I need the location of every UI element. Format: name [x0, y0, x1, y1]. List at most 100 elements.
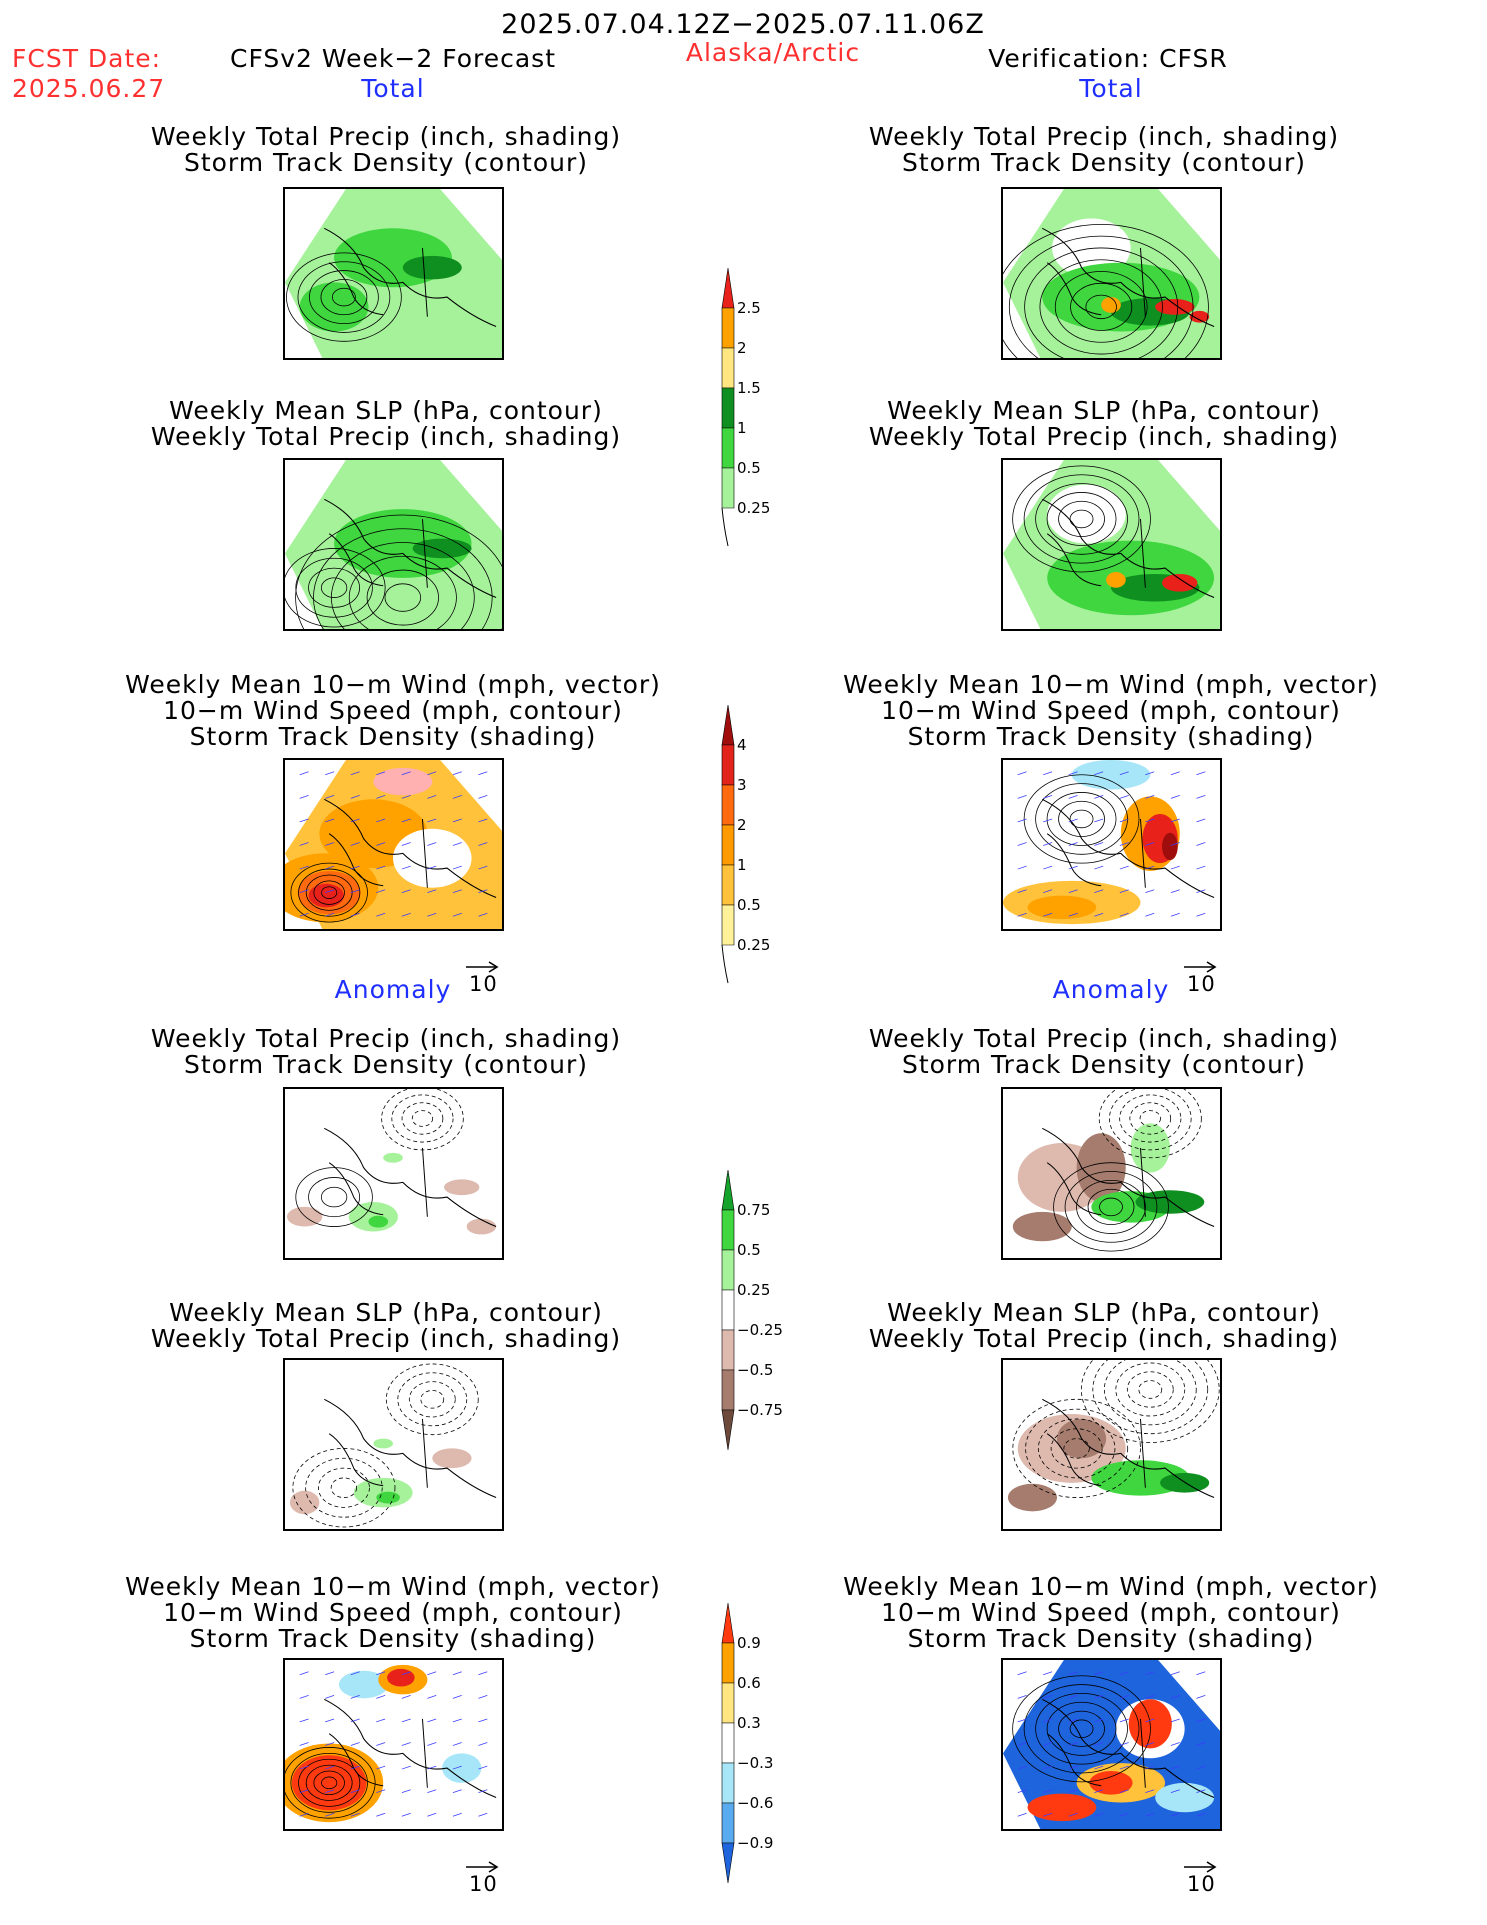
caption-l2: Weekly Mean SLP (hPa, contour) Weekly Tot… — [150, 396, 622, 451]
caption-l1: Weekly Total Precip (inch, shading) Storm… — [150, 122, 622, 177]
map-graphic — [285, 1089, 502, 1258]
colorbar-segment — [721, 347, 735, 389]
map-total-precip-storm-forecast — [283, 187, 504, 360]
colorbar-tip-top — [721, 1169, 735, 1211]
colorbar-tip-bottom — [721, 1842, 735, 1884]
colorbar-label: 3 — [737, 776, 747, 794]
colorbar-precip-anomaly: 0.75 0.5 0.25 −0.25 −0.5 −0.75 — [721, 1169, 783, 1454]
colorbar-segment — [721, 1369, 735, 1411]
colorbar-label: −0.75 — [737, 1401, 783, 1419]
colorbar-label: 0.75 — [737, 1201, 771, 1219]
section-total-left: Total — [361, 74, 425, 103]
colorbar-label: 2.5 — [737, 299, 761, 317]
map-graphic — [1003, 1660, 1220, 1829]
colorbar-label: 2 — [737, 816, 747, 834]
colorbar-label: 0.9 — [737, 1634, 761, 1652]
colorbar-tail — [721, 944, 729, 984]
colorbar-label: 0.25 — [737, 936, 771, 954]
map-total-slp-precip-verification — [1001, 458, 1222, 631]
colorbar-segment — [721, 1289, 735, 1331]
map-graphic — [1003, 760, 1220, 929]
colorbar-label: −0.5 — [737, 1361, 774, 1379]
colorbar-segment — [721, 1642, 735, 1684]
map-anom-slp-precip-verification — [1001, 1358, 1222, 1531]
colorbar-label: −0.3 — [737, 1754, 774, 1772]
section-anomaly-right: Anomaly — [1052, 975, 1170, 1004]
colorbar-tail — [721, 507, 729, 547]
caption-l4: Weekly Total Precip (inch, shading) Storm… — [150, 1024, 622, 1079]
colorbar-total-precip: 2.5 2 1.5 1 0.5 0.25 — [721, 267, 770, 550]
map-graphic — [1003, 1360, 1220, 1529]
map-graphic — [285, 760, 502, 929]
colorbar-label: 0.5 — [737, 459, 761, 477]
colorbar-label: 4 — [737, 736, 747, 754]
colorbar-segment — [721, 864, 735, 906]
colorbar-label: 0.3 — [737, 1714, 761, 1732]
colorbar-label: 0.6 — [737, 1674, 761, 1692]
caption-l3: Weekly Mean 10−m Wind (mph, vector) 10−m … — [125, 670, 661, 751]
colorbar-segment — [721, 1249, 735, 1291]
colorbar-segment — [721, 387, 735, 429]
map-graphic — [1003, 1089, 1220, 1258]
map-anom-precip-storm-forecast — [283, 1087, 504, 1260]
map-anom-wind-storm-forecast — [283, 1658, 504, 1831]
section-anomaly-left: Anomaly — [334, 975, 452, 1004]
caption-l5: Weekly Mean SLP (hPa, contour) Weekly Tot… — [150, 1298, 622, 1353]
map-graphic — [1003, 189, 1220, 358]
colorbar-label: 0.25 — [737, 1281, 771, 1299]
map-total-wind-storm-forecast — [283, 758, 504, 931]
colorbar-segment — [721, 824, 735, 866]
colorbar-segment — [721, 784, 735, 826]
model-title: CFSv2 Week−2 Forecast — [230, 44, 556, 73]
colorbar-segment — [721, 307, 735, 349]
fcst-date-label: FCST Date: — [12, 44, 162, 73]
colorbar-segment — [721, 427, 735, 469]
map-graphic — [285, 189, 502, 358]
colorbar-segment — [721, 1329, 735, 1371]
colorbar-segment — [721, 1682, 735, 1724]
caption-r2: Weekly Mean SLP (hPa, contour) Weekly Tot… — [868, 396, 1340, 451]
caption-r1: Weekly Total Precip (inch, shading) Storm… — [868, 122, 1340, 177]
colorbar-label: −0.25 — [737, 1321, 783, 1339]
colorbar-label: 1 — [737, 419, 747, 437]
colorbar-label: 2 — [737, 339, 747, 357]
forecast-period: 2025.07.04.12Z−2025.07.11.06Z — [501, 9, 985, 40]
colorbar-label: 0.5 — [737, 1241, 761, 1259]
map-anom-slp-precip-forecast — [283, 1358, 504, 1531]
colorbar-storm-density: 4 3 2 1 0.5 0.25 — [721, 704, 770, 987]
map-total-wind-storm-verification — [1001, 758, 1222, 931]
caption-r3: Weekly Mean 10−m Wind (mph, vector) 10−m … — [843, 670, 1379, 751]
colorbar-segment — [721, 467, 735, 509]
map-graphic — [285, 460, 502, 629]
map-total-slp-precip-forecast — [283, 458, 504, 631]
colorbar-label: 1 — [737, 856, 747, 874]
caption-r6: Weekly Mean 10−m Wind (mph, vector) 10−m … — [843, 1572, 1379, 1653]
colorbar-label: 1.5 — [737, 379, 761, 397]
verification-title: Verification: CFSR — [988, 44, 1228, 73]
caption-r4: Weekly Total Precip (inch, shading) Storm… — [868, 1024, 1340, 1079]
map-anom-wind-storm-verification — [1001, 1658, 1222, 1831]
colorbar-segment — [721, 1722, 735, 1764]
colorbar-tip-top — [721, 267, 735, 309]
colorbar-label: −0.9 — [737, 1834, 774, 1852]
colorbar-segment — [721, 904, 735, 946]
colorbar-label: 0.5 — [737, 896, 761, 914]
map-graphic — [285, 1360, 502, 1529]
colorbar-tip-bottom — [721, 1409, 735, 1451]
colorbar-label: 0.25 — [737, 499, 771, 517]
caption-r5: Weekly Mean SLP (hPa, contour) Weekly Tot… — [868, 1298, 1340, 1353]
map-total-precip-storm-verification — [1001, 187, 1222, 360]
region-title: Alaska/Arctic — [685, 38, 861, 67]
map-anom-precip-storm-verification — [1001, 1087, 1222, 1260]
colorbar-tip-top — [721, 1602, 735, 1644]
colorbar-label: −0.6 — [737, 1794, 774, 1812]
colorbar-segment — [721, 1762, 735, 1804]
fcst-date-value: 2025.06.27 — [12, 74, 166, 103]
section-total-right: Total — [1079, 74, 1143, 103]
map-graphic — [285, 1660, 502, 1829]
colorbar-tip-top — [721, 704, 735, 746]
caption-l6: Weekly Mean 10−m Wind (mph, vector) 10−m … — [125, 1572, 661, 1653]
colorbar-storm-anomaly: 0.9 0.6 0.3 −0.3 −0.6 −0.9 — [721, 1602, 773, 1887]
colorbar-segment — [721, 1802, 735, 1844]
colorbar-segment — [721, 744, 735, 786]
